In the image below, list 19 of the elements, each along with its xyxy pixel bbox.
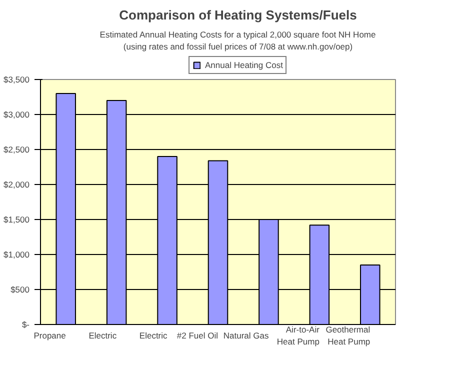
x-tick-label: Natural Gas xyxy=(223,330,269,340)
y-tick-label: $1,500 xyxy=(4,214,30,224)
x-tick-label: Geothermal Heat Pump xyxy=(326,324,370,346)
y-tick-label: $500 xyxy=(10,284,30,294)
y-tick-label: $3,000 xyxy=(4,110,30,120)
chart-title: Comparison of Heating Systems/Fuels xyxy=(119,8,357,22)
chart-subtitle: Estimated Annual Heating Costs for a typical 2,000 square foot NH Home xyxy=(100,30,376,40)
y-tick-label: $1,000 xyxy=(4,250,30,260)
x-tick-label: Propane xyxy=(34,330,66,340)
text: (using rates and fossil fuel prices of 7/08 at www.nh.gov/oep) xyxy=(123,42,353,52)
x-tick-label: #2 Fuel Oil xyxy=(176,330,218,340)
y-tick-label: $2,000 xyxy=(4,180,30,190)
x-tick-label: Electric xyxy=(139,330,168,340)
y-tick-label: $- xyxy=(22,320,30,330)
y-tick-label: $2,500 xyxy=(4,144,30,154)
y-tick-label: $3,500 xyxy=(4,74,30,84)
x-tick-label: Electric xyxy=(88,330,118,340)
legend-label: Annual Heating Cost xyxy=(205,60,283,70)
x-tick-label: Air-to-Air Heat Pump xyxy=(276,324,320,346)
